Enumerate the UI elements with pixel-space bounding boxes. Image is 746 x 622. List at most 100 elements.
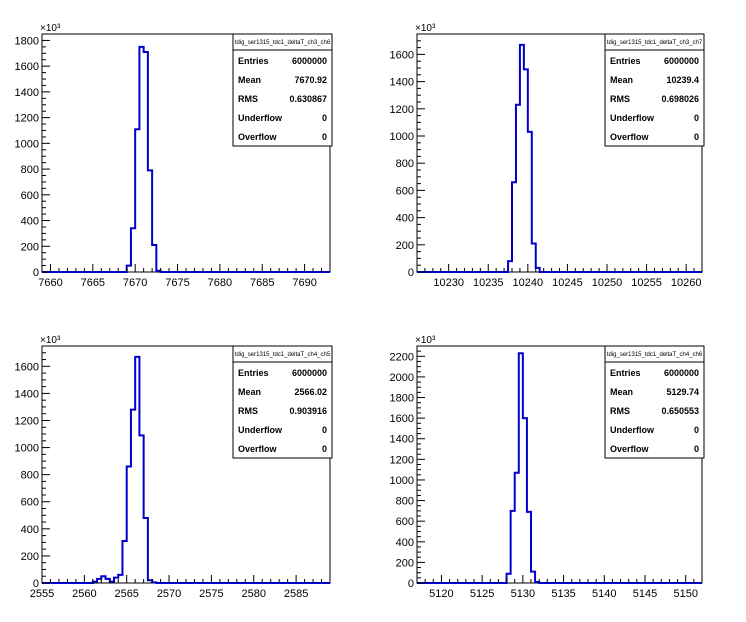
y-tick-label: 2200 [390,351,414,363]
x-tick-label: 5150 [673,588,697,600]
histogram-bin [139,435,143,583]
histogram-bin [536,268,540,272]
y-tick-label: 800 [21,470,39,482]
stats-label: Underflow [238,113,283,123]
stats-value: 6000000 [664,368,699,378]
stats-label: Underflow [610,113,655,123]
histogram-bin [131,228,135,272]
histogram-bin [511,511,515,583]
x-tick-label: 10260 [671,277,702,289]
histogram-bin [523,418,527,583]
y-tick-label: 2000 [390,372,414,384]
stats-label: Overflow [610,132,650,142]
stats-label: Entries [610,368,641,378]
y-tick-label: 1000 [390,131,414,143]
y-tick-label: 1600 [390,49,414,61]
y-tick-label: 1600 [15,61,39,73]
x-tick-label: 7670 [123,277,147,289]
stats-value: 0.903916 [289,406,327,416]
stats-box: tdig_ser1315_tdc1_deltaT_ch3_ch7 Entries 6… [604,33,705,147]
x-tick-label: 7685 [250,277,274,289]
y-tick-label: 1600 [15,361,39,373]
histogram-bin [127,467,131,583]
histogram-bin [507,574,511,583]
histogram-bin [156,271,160,272]
histogram-bin [152,245,156,272]
histogram-bin [144,518,148,583]
stats-label: Underflow [610,425,655,435]
stats-title: tdig_ser1315_tdc1_deltaT_ch3_ch7 [607,40,703,46]
stats-label: Mean [610,75,633,85]
stats-value: 0.630867 [289,94,327,104]
histogram-bin [127,266,131,272]
stats-value: 0 [694,444,699,454]
y-tick-label: 600 [396,185,414,197]
histogram-line [42,355,330,584]
stats-value: 10239.4 [666,75,699,85]
histogram-bin [508,261,512,272]
histogram-bin [532,243,536,272]
histogram-bin [114,578,118,583]
x-tick-label: 2555 [30,588,54,600]
stats-label: Entries [238,56,269,66]
stats-value: 6000000 [292,368,327,378]
stats-label: RMS [610,406,630,416]
histogram-bin [144,52,148,272]
stats-label: Overflow [238,132,278,142]
y-tick-label: 1200 [15,415,39,427]
stats-label: Mean [238,387,261,397]
y-tick-label: 1600 [390,413,414,425]
histogram-bin [118,575,122,583]
y-tick-label: 600 [21,497,39,509]
x-tick-label: 10250 [592,277,623,289]
histogram-bin [531,572,535,583]
histogram-bin [97,579,101,583]
stats-label: RMS [238,406,258,416]
y-tick-label: 400 [396,213,414,225]
y-tick-label: 1200 [390,104,414,116]
x-tick-label: 5140 [592,588,616,600]
histogram-bin [93,582,97,583]
y-tick-label: 1000 [15,443,39,455]
x-tick-label: 2580 [242,588,266,600]
y-tick-label: 1800 [390,393,414,405]
x-tick-label: 7680 [208,277,232,289]
y-tick-label: 200 [396,557,414,569]
stats-value: 7670.92 [294,75,327,85]
stats-label: RMS [238,94,258,104]
histogram-bin [535,582,539,583]
histogram-line [417,43,702,273]
y-tick-label: 400 [396,537,414,549]
y-multiplier-label: ×10³ [40,335,61,346]
x-tick-label: 7690 [292,277,316,289]
histogram-bin [528,132,532,272]
stats-value: 6000000 [292,56,327,66]
histogram-bin [101,576,105,583]
x-tick-label: 10245 [552,277,583,289]
stats-value: 0 [694,113,699,123]
stats-label: Underflow [238,425,283,435]
x-tick-label: 10255 [631,277,662,289]
histogram-bin [152,582,156,583]
histogram-line [42,45,330,273]
histogram-bin [148,580,152,583]
stats-value: 0 [322,444,327,454]
x-tick-label: 5145 [633,588,657,600]
y-tick-label: 0 [33,267,39,279]
x-tick-label: 7675 [165,277,189,289]
x-tick-label: 5125 [470,588,494,600]
stats-label: Mean [610,387,633,397]
stats-title: tdig_ser1315_tdc1_deltaT_ch4_ch6 [607,352,703,358]
stats-value: 0 [694,132,699,142]
y-tick-label: 1000 [390,475,414,487]
histogram-bin [110,582,114,583]
x-tick-label: 5120 [429,588,453,600]
y-multiplier-label: ×10³ [40,23,61,34]
stats-box-frame [604,33,705,147]
stats-value: 0 [694,425,699,435]
y-tick-label: 200 [21,551,39,563]
stats-label: Entries [610,56,641,66]
y-tick-label: 800 [21,164,39,176]
histogram-bin [106,579,110,583]
